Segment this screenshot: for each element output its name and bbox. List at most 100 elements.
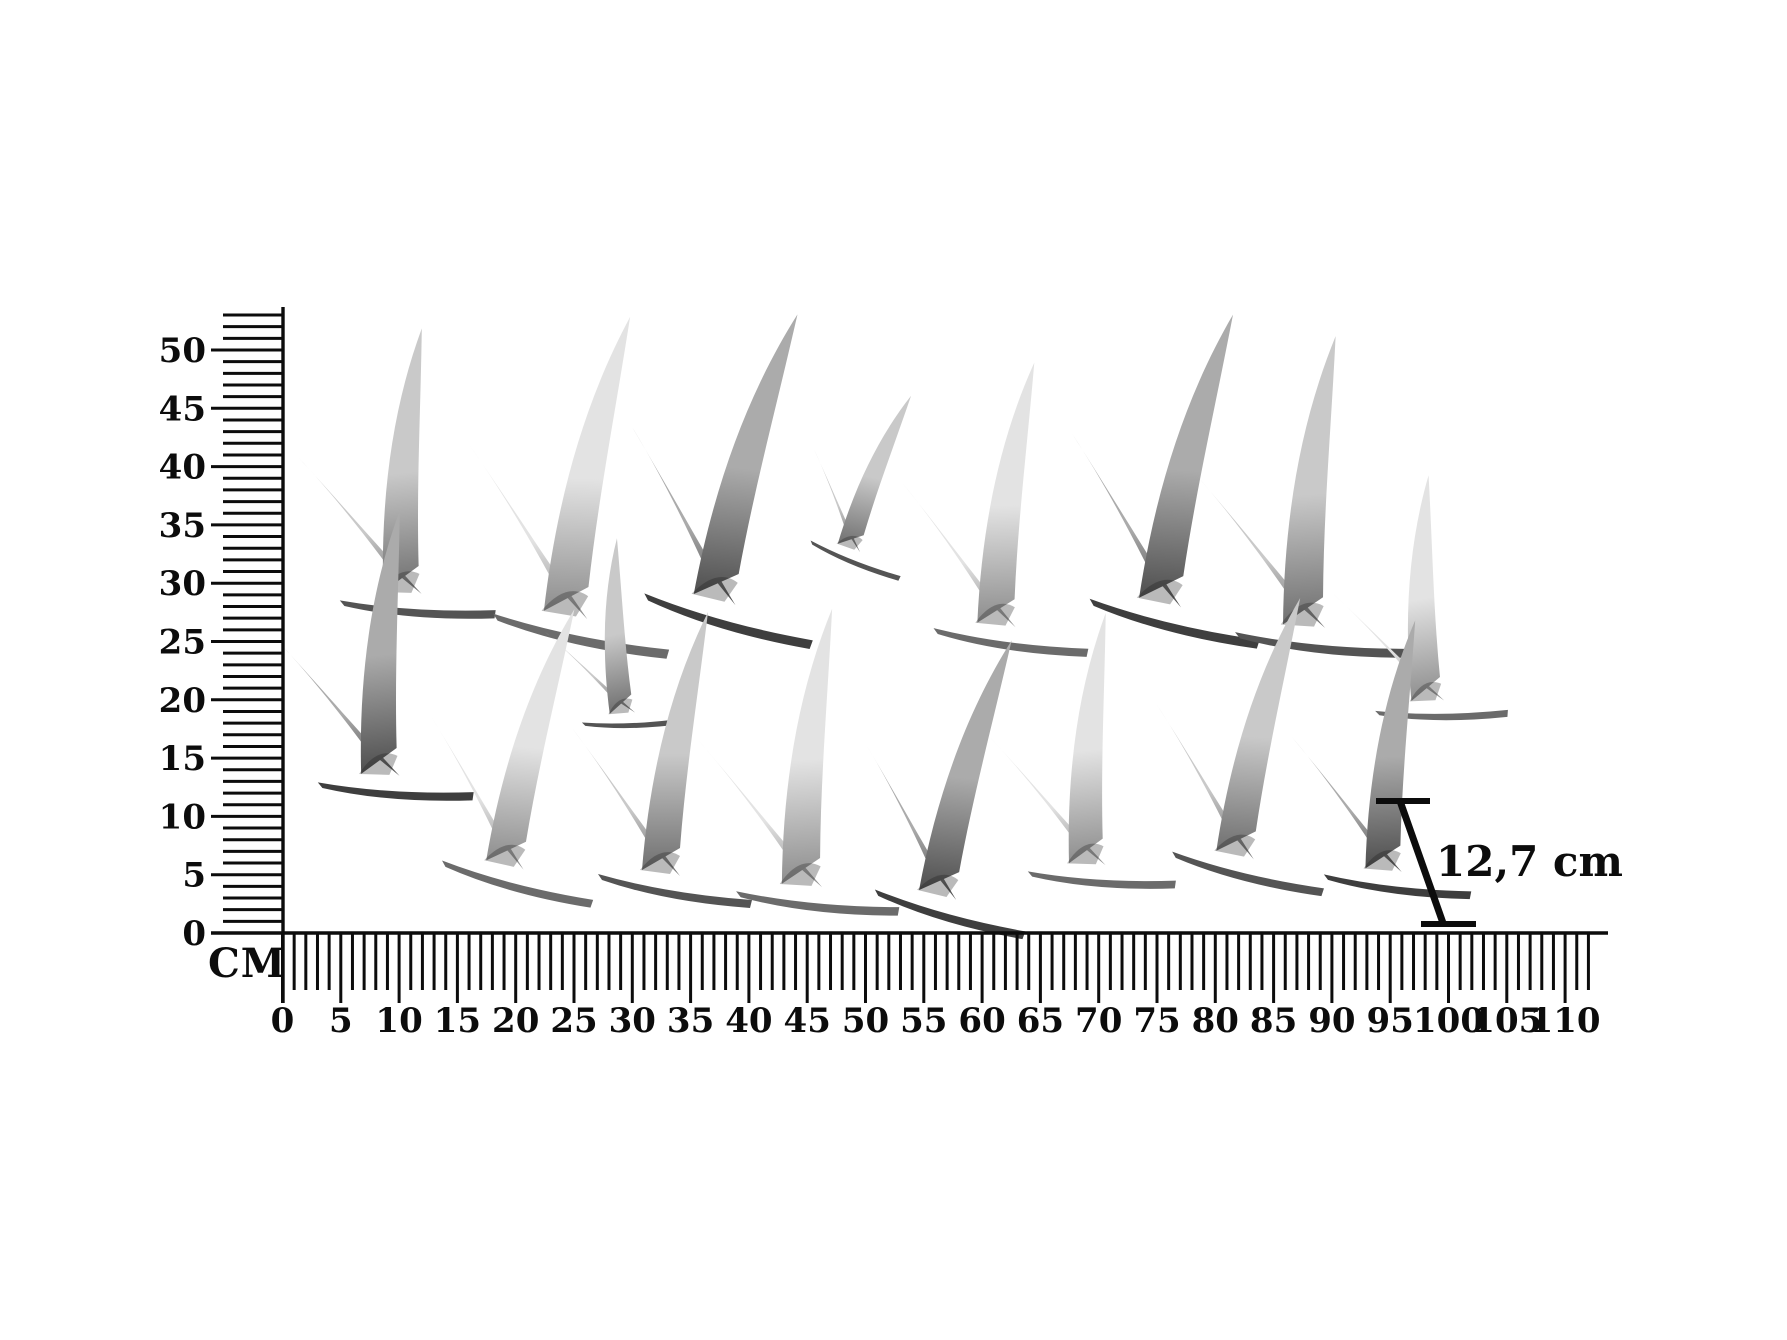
bird-shape <box>572 612 752 908</box>
bird-body-shadow <box>608 698 633 715</box>
bird-short-wing <box>572 728 680 876</box>
horizontal-ruler-label: 90 <box>1308 1001 1355 1041</box>
bird-short-wing <box>813 448 861 553</box>
bird-shape <box>1195 336 1407 658</box>
horizontal-ruler-label: 65 <box>1017 1001 1064 1041</box>
horizontal-ruler-label: 15 <box>434 1001 481 1041</box>
horizontal-ruler-label: 50 <box>842 1001 889 1041</box>
horizontal-ruler-label: 5 <box>329 1001 353 1041</box>
bird-long-wing <box>693 314 798 595</box>
bird-shape <box>988 612 1176 889</box>
bird-long-wing <box>360 510 400 774</box>
bird-keel <box>1235 632 1407 658</box>
bird-short-wing <box>469 444 588 620</box>
bird-body-shadow <box>359 753 398 775</box>
bird-short-wing <box>1156 704 1254 860</box>
bird-long-wing <box>1139 314 1234 598</box>
bird-body-shadow <box>1363 850 1401 871</box>
bird-shape <box>1156 597 1324 897</box>
bird-shape <box>469 316 670 659</box>
bird-short-wing <box>1195 473 1326 629</box>
horizontal-ruler-label: 10 <box>375 1001 422 1041</box>
horizontal-ruler-label: 55 <box>900 1001 947 1041</box>
vertical-ruler-label: 20 <box>159 681 206 721</box>
bird-body-shadow <box>1136 579 1183 605</box>
bird-shape <box>545 538 685 729</box>
bird-body-shadow <box>640 852 680 874</box>
horizontal-ruler-label: 45 <box>784 1001 831 1041</box>
bird-short-wing <box>988 736 1106 866</box>
bird-long-wing <box>543 316 631 611</box>
bird-short-wing <box>902 483 1016 628</box>
vertical-ruler-label: 15 <box>159 739 206 779</box>
bird-keel <box>1089 598 1260 649</box>
bird-short-wing <box>864 741 957 901</box>
metal-birds-artwork <box>276 314 1508 940</box>
bird-body-shadow <box>1409 681 1442 702</box>
bird-keel <box>442 860 594 908</box>
bird-body-shadow <box>1067 843 1104 865</box>
depth-diagonal-line <box>1396 799 1447 925</box>
horizontal-ruler-label: 75 <box>1133 1001 1180 1041</box>
bird-shape <box>698 608 900 916</box>
bird-keel <box>339 600 496 619</box>
bird-short-wing <box>298 457 422 594</box>
depth-label: 12,7 cm <box>1436 837 1623 886</box>
bird-shape <box>810 395 912 581</box>
horizontal-ruler-label: 80 <box>1192 1001 1239 1041</box>
bird-long-wing <box>642 612 708 870</box>
bird-long-wing <box>1283 336 1336 625</box>
bird-keel <box>598 874 752 908</box>
bird-shape <box>632 314 813 650</box>
bird-keel <box>644 593 813 650</box>
horizontal-ruler-label: 105 <box>1471 1001 1542 1041</box>
bird-body-shadow <box>779 863 821 886</box>
bird-shape <box>1071 314 1260 649</box>
horizontal-ruler-label: 35 <box>667 1001 714 1041</box>
bird-long-wing <box>837 395 912 544</box>
bird-long-wing <box>604 538 632 714</box>
horizontal-ruler-label: 60 <box>958 1001 1005 1041</box>
bird-long-wing <box>382 328 422 592</box>
bird-body-shadow <box>975 603 1015 626</box>
bird-long-wing <box>781 608 833 884</box>
bird-shape <box>276 510 474 801</box>
bird-short-wing <box>428 712 524 870</box>
horizontal-ruler-label: 110 <box>1530 1001 1601 1041</box>
depth-indicator: 12,7 cm <box>1376 798 1623 927</box>
vertical-ruler: 0 5 10 15 20 25 30 35 40 45 50 <box>159 307 285 1003</box>
horizontal-ruler-label: 30 <box>609 1001 656 1041</box>
bird-short-wing <box>276 639 400 776</box>
bird-body-shadow <box>836 535 863 550</box>
bird-long-wing <box>486 609 575 861</box>
bird-keel <box>810 540 901 581</box>
vertical-ruler-label: 25 <box>159 623 206 663</box>
horizontal-ruler-label: 100 <box>1413 1001 1484 1041</box>
vertical-ruler-label: 0 <box>182 914 206 954</box>
bird-short-wing <box>698 740 823 888</box>
horizontal-ruler-label: 0 <box>271 1001 295 1041</box>
bird-short-wing <box>632 427 736 606</box>
bird-shape <box>902 362 1089 657</box>
vertical-ruler-label: 50 <box>159 331 206 371</box>
bird-body-shadow <box>691 576 738 602</box>
bird-keel <box>493 613 670 659</box>
bird-keel <box>581 718 685 729</box>
horizontal-ruler-label: 25 <box>550 1001 597 1041</box>
horizontal-ruler: 0 5 10 15 20 25 30 35 40 45 50 55 60 65 70 75 80 85 90 95 10… <box>211 931 1608 1041</box>
bird-short-wing <box>1291 737 1402 873</box>
vertical-ruler-label: 45 <box>159 389 206 429</box>
bird-keel <box>874 889 1026 940</box>
bird-shape <box>298 328 496 619</box>
bird-keel <box>736 891 900 916</box>
horizontal-ruler-label: 40 <box>725 1001 772 1041</box>
bird-long-wing <box>1407 475 1440 702</box>
bird-keel <box>317 782 474 801</box>
bird-body-shadow <box>484 844 526 867</box>
bird-body-shadow <box>1214 834 1256 857</box>
vertical-ruler-label: 40 <box>159 448 206 488</box>
bird-shape <box>1331 475 1508 721</box>
bird-keel <box>1027 871 1176 889</box>
